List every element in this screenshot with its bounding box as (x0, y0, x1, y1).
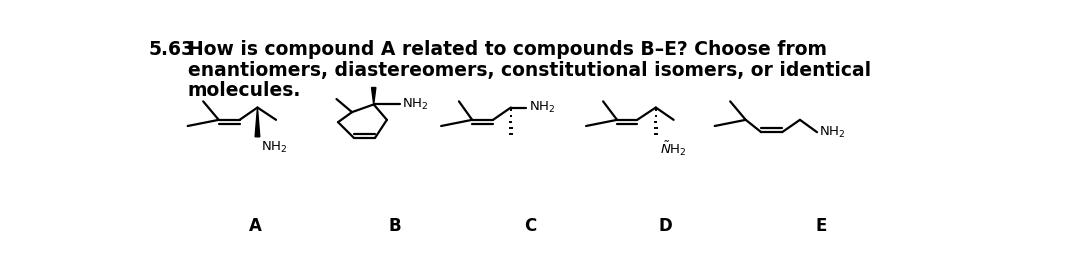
Text: How is compound A related to compounds B–E? Choose from: How is compound A related to compounds B… (188, 40, 826, 59)
Text: D: D (659, 217, 673, 235)
Text: A: A (248, 217, 261, 235)
Text: molecules.: molecules. (188, 81, 301, 100)
Text: E: E (815, 217, 826, 235)
Text: NH$_2$: NH$_2$ (820, 125, 846, 140)
Text: NH$_2$: NH$_2$ (403, 97, 429, 112)
Text: $\~{N}$H$_2$: $\~{N}$H$_2$ (660, 140, 687, 158)
Text: NH$_2$: NH$_2$ (261, 140, 287, 155)
Text: B: B (389, 217, 401, 235)
Polygon shape (255, 108, 260, 137)
Text: C: C (524, 217, 537, 235)
Text: enantiomers, diastereomers, constitutional isomers, or identical: enantiomers, diastereomers, constitution… (188, 60, 870, 80)
Polygon shape (372, 87, 376, 104)
Text: 5.63: 5.63 (149, 40, 195, 59)
Text: NH$_2$: NH$_2$ (529, 100, 555, 115)
